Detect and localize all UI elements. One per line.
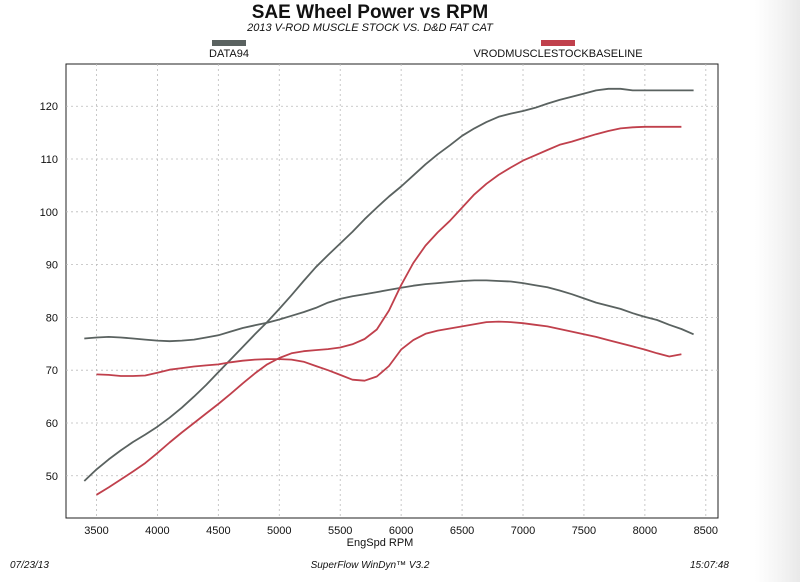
- series-line-1-0: [96, 320, 682, 382]
- legend-item-baseline: VRODMUSCLESTOCKBASELINE: [428, 40, 688, 60]
- x-tick-label: 8000: [633, 525, 657, 537]
- legend-item-data94: DATA94: [99, 40, 359, 60]
- x-tick-label: 4000: [145, 525, 169, 537]
- y-tick-label: 70: [46, 365, 58, 377]
- chart-title: SAE Wheel Power vs RPM: [251, 2, 489, 23]
- x-tick-label: 6500: [450, 525, 474, 537]
- chart-subtitle: 2013 V-ROD MUSCLE STOCK VS. D&D FAT CAT: [247, 22, 493, 34]
- y-tick-label: 80: [46, 312, 58, 324]
- footer-app-name: SuperFlow WinDyn™ V3.2: [310, 560, 430, 571]
- y-tick-label: 50: [46, 471, 58, 483]
- x-tick-label: 5500: [328, 525, 352, 537]
- legend-label-baseline: VRODMUSCLESTOCKBASELINE: [473, 48, 643, 60]
- footer-time: 15:07:48: [690, 560, 729, 571]
- y-tick-label: 90: [46, 260, 58, 272]
- series-line-0-0: [84, 279, 694, 343]
- y-tick-label: 100: [40, 207, 58, 219]
- y-tick-label: 60: [46, 418, 58, 430]
- y-tick-label: 120: [40, 101, 58, 113]
- x-tick-label: 8500: [694, 525, 718, 537]
- plot-frame: [65, 63, 719, 519]
- series-line-0-1: [83, 87, 694, 482]
- legend-swatch-data94: [212, 40, 246, 46]
- series-line-1-1: [96, 125, 682, 496]
- x-tick-label: 5000: [267, 525, 291, 537]
- x-tick-label: 6000: [389, 525, 413, 537]
- y-tick-label: 110: [40, 154, 58, 166]
- legend-swatch-baseline: [541, 40, 575, 46]
- legend-label-data94: DATA94: [209, 48, 249, 60]
- x-tick-label: 3500: [84, 525, 108, 537]
- x-tick-label: 4500: [206, 525, 230, 537]
- x-tick-label: 7000: [511, 525, 535, 537]
- scan-edge: [755, 0, 800, 582]
- x-axis-label: EngSpd RPM: [347, 537, 414, 549]
- footer-date: 07/23/13: [10, 560, 49, 571]
- x-tick-label: 7500: [572, 525, 596, 537]
